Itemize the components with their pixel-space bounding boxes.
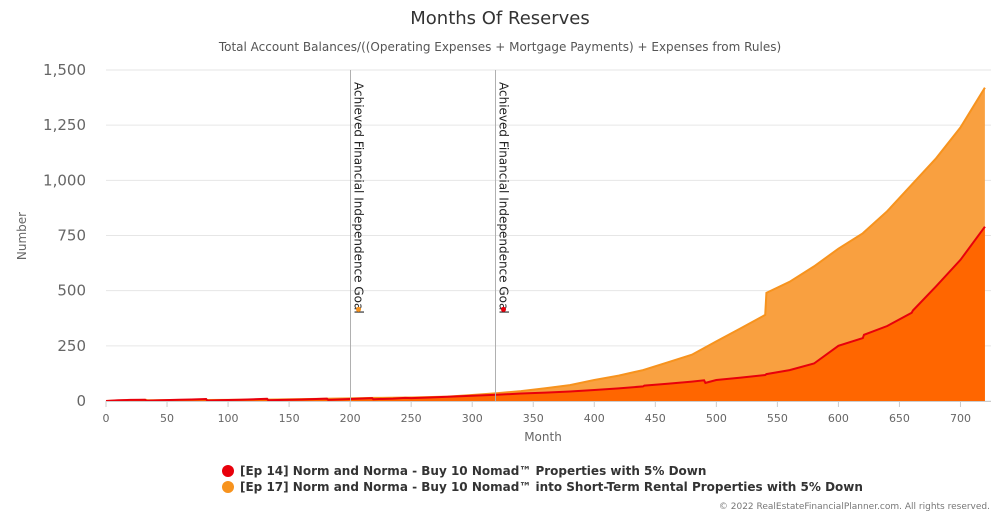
x-tick-label: 650	[889, 412, 910, 425]
x-tick-label: 300	[462, 412, 483, 425]
x-tick-label: 200	[340, 412, 361, 425]
x-tick-label: 600	[828, 412, 849, 425]
plot-lines: Achieved Financial Independence Goal Achi…	[350, 70, 511, 401]
legend-label-ep14: [Ep 14] Norm and Norma - Buy 10 Nomad™ P…	[240, 464, 707, 478]
legend: [Ep 14] Norm and Norma - Buy 10 Nomad™ P…	[222, 463, 863, 495]
x-tick-label: 150	[279, 412, 300, 425]
legend-marker-ep17	[222, 481, 234, 493]
legend-marker-ep14	[222, 465, 234, 477]
y-tick-label: 0	[76, 392, 86, 410]
x-tick-label: 100	[218, 412, 239, 425]
x-tick-label: 250	[401, 412, 422, 425]
y-tick-label: 750	[57, 227, 86, 245]
x-tick-label: 500	[706, 412, 727, 425]
plot-line-label-1: Achieved Financial Independence Goal	[497, 82, 511, 314]
x-tick-label: 550	[767, 412, 788, 425]
chart-title: Months Of Reserves	[410, 8, 589, 29]
legend-item-ep14[interactable]: [Ep 14] Norm and Norma - Buy 10 Nomad™ P…	[222, 463, 863, 479]
series-area-1[interactable]	[106, 87, 985, 401]
x-tick-label: 400	[584, 412, 605, 425]
series-line-0[interactable]	[105, 226, 986, 402]
y-tick-label: 1,000	[43, 171, 86, 189]
y-tick-label: 250	[57, 337, 86, 355]
chart-subtitle: Total Account Balances/((Operating Expen…	[218, 40, 781, 54]
x-tick-label: 450	[645, 412, 666, 425]
credits-text[interactable]: © 2022 RealEstateFinancialPlanner.com. A…	[718, 502, 990, 512]
legend-item-ep17[interactable]: [Ep 17] Norm and Norma - Buy 10 Nomad™ i…	[222, 479, 863, 495]
legend-label-ep17: [Ep 17] Norm and Norma - Buy 10 Nomad™ i…	[240, 480, 863, 494]
x-tick-label: 0	[103, 412, 110, 425]
axes: 0 250 500 750 1,000 1,250 1,500 0 50 100 150 200 250…	[43, 61, 991, 425]
x-tick-label: 350	[523, 412, 544, 425]
series-area-0[interactable]	[106, 226, 985, 401]
x-axis-title: Month	[524, 430, 562, 444]
y-axis-title: Number	[15, 212, 29, 260]
x-tick-label: 50	[160, 412, 174, 425]
x-tick-label: 700	[950, 412, 971, 425]
y-tick-label: 1,500	[43, 61, 86, 79]
plot-line-marker-0	[356, 306, 361, 312]
grid-lines	[106, 69, 991, 402]
y-tick-label: 500	[57, 282, 86, 300]
series-areas	[105, 87, 986, 402]
plot-line-label-0: Achieved Financial Independence Goal	[352, 82, 366, 314]
y-tick-label: 1,250	[43, 116, 86, 134]
plot-line-marker-1	[501, 306, 506, 312]
